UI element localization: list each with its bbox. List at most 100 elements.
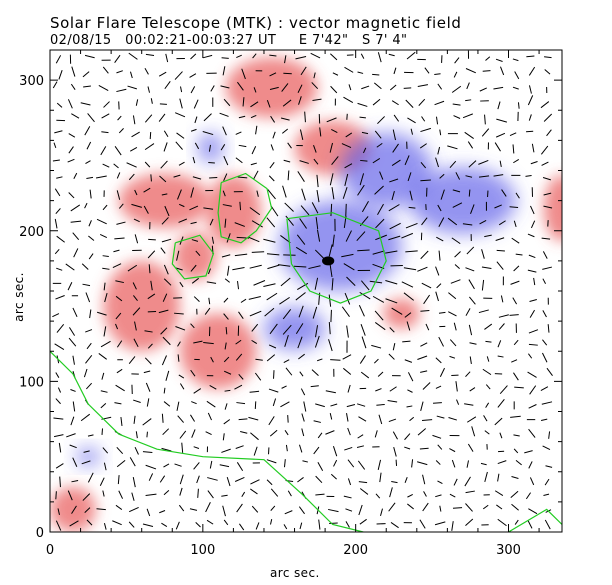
field-vector	[238, 373, 244, 380]
field-vector	[404, 477, 408, 484]
field-vector	[407, 117, 416, 124]
field-vector	[234, 476, 245, 482]
field-vector	[482, 368, 492, 376]
field-vector	[85, 160, 91, 165]
field-vector	[209, 218, 214, 226]
field-vector	[70, 389, 76, 392]
field-vector	[385, 298, 398, 304]
field-vector	[250, 488, 258, 495]
field-vector	[420, 370, 428, 373]
field-vector	[205, 502, 211, 513]
field-vector	[482, 504, 489, 510]
field-vector	[193, 296, 200, 302]
field-vector	[512, 58, 519, 62]
field-vector	[547, 324, 550, 333]
field-vector	[358, 481, 368, 484]
field-vector	[344, 163, 353, 169]
field-vector	[331, 187, 335, 200]
field-vector	[526, 55, 535, 58]
field-vector	[357, 102, 368, 107]
field-vector	[465, 503, 473, 512]
field-vector	[264, 307, 275, 317]
field-vector	[250, 162, 257, 166]
field-vector	[222, 126, 227, 136]
y-tick-label: 100	[19, 375, 44, 390]
field-vector	[174, 71, 183, 80]
field-vector	[190, 221, 197, 225]
field-vector	[434, 100, 445, 106]
field-vector	[436, 236, 444, 242]
field-vector	[346, 413, 349, 422]
positive-region	[50, 486, 96, 532]
field-vector	[100, 390, 108, 393]
field-vector	[222, 204, 232, 207]
field-vector	[133, 218, 140, 223]
field-vector	[421, 282, 432, 289]
field-vector	[434, 521, 446, 526]
field-vector	[480, 462, 487, 466]
field-vector	[99, 233, 108, 238]
field-vector	[161, 522, 168, 528]
field-vector	[329, 173, 334, 186]
field-vector	[299, 522, 303, 530]
field-vector	[453, 71, 458, 78]
field-vector	[420, 127, 431, 133]
field-vector	[347, 384, 351, 393]
field-vector	[344, 446, 353, 451]
field-vector	[496, 504, 503, 510]
field-vector	[341, 253, 354, 258]
field-vector	[129, 147, 138, 152]
field-vector	[341, 143, 352, 149]
field-vector	[222, 433, 225, 441]
field-vector	[176, 250, 180, 261]
field-vector	[205, 431, 212, 435]
field-vector	[203, 113, 212, 122]
field-vector	[132, 307, 141, 316]
field-vector	[202, 131, 214, 136]
field-vector	[437, 83, 443, 90]
field-vector	[378, 414, 383, 425]
field-vector	[317, 358, 323, 362]
field-vector	[509, 132, 517, 137]
field-vector	[494, 490, 504, 496]
field-vector	[392, 129, 397, 141]
field-vector	[206, 281, 217, 284]
field-vector	[311, 369, 319, 377]
field-vector	[485, 402, 490, 408]
field-vector	[241, 68, 246, 80]
field-vector	[526, 130, 534, 133]
field-vector	[511, 237, 520, 244]
field-vector	[131, 203, 143, 208]
field-vector	[374, 185, 384, 195]
field-vector	[448, 311, 457, 317]
field-vector	[511, 359, 518, 363]
field-vector	[360, 323, 366, 336]
field-vector	[525, 174, 532, 177]
field-vector	[144, 143, 155, 151]
field-vector	[100, 146, 107, 156]
field-vector	[55, 295, 65, 300]
field-vector	[435, 266, 440, 276]
field-vector	[405, 250, 418, 253]
field-vector	[300, 388, 306, 396]
field-vector	[224, 389, 231, 392]
field-vector	[465, 68, 476, 74]
field-vector	[99, 477, 105, 486]
field-vector	[373, 82, 382, 90]
field-vector	[421, 116, 426, 122]
field-vector	[287, 170, 290, 181]
y-axis-label: arc sec.	[11, 272, 26, 322]
field-vector	[208, 144, 211, 152]
field-vector	[131, 492, 135, 501]
field-vector	[193, 388, 202, 394]
field-vector	[419, 519, 426, 529]
field-vector	[280, 401, 290, 408]
field-vector	[393, 114, 400, 122]
field-vector	[318, 519, 321, 530]
field-vector	[447, 145, 458, 150]
field-vector	[224, 342, 227, 350]
field-vector	[468, 324, 473, 336]
field-vector	[449, 339, 457, 347]
field-vector	[478, 175, 490, 178]
field-vector	[55, 520, 62, 531]
